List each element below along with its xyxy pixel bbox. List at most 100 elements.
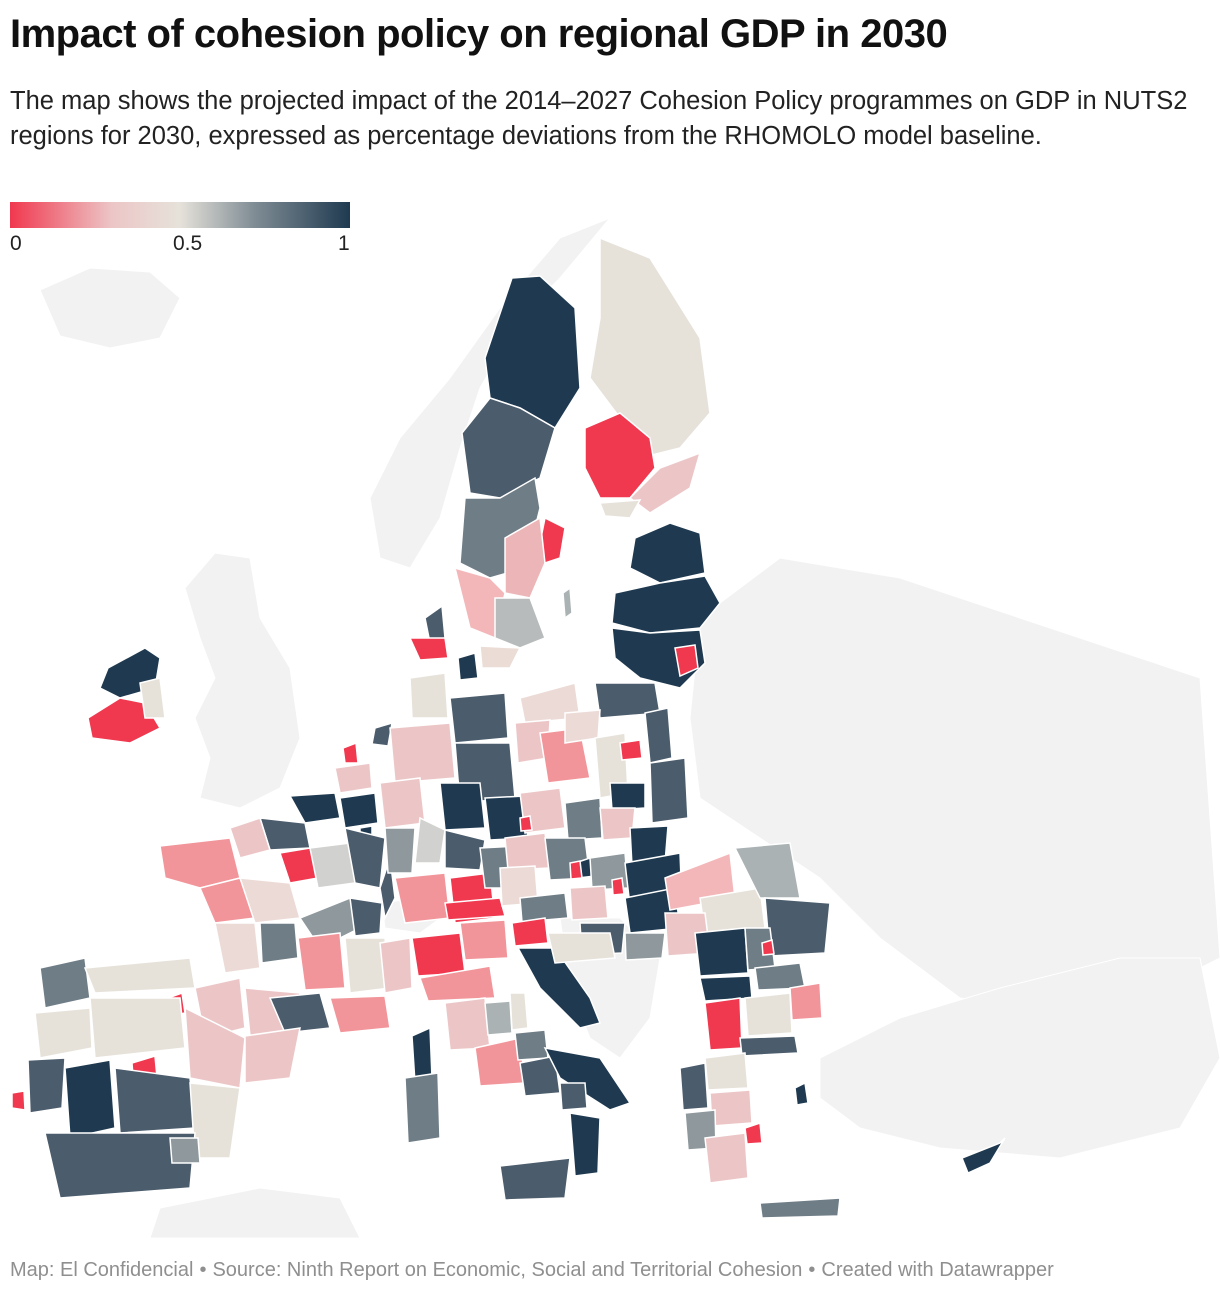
color-legend: 0 0.5 1 <box>10 202 350 260</box>
region-extremadura <box>64 1059 116 1139</box>
region-slovenia <box>511 917 549 947</box>
region-gotland <box>562 586 573 620</box>
region-lubelskie <box>649 757 689 824</box>
region-franche-comte <box>349 897 383 937</box>
region-southern <box>87 697 162 744</box>
region-asturias-cantabria <box>83 957 196 994</box>
footer-separator: • <box>199 1259 207 1281</box>
region-ostra-mellansverige <box>504 516 546 599</box>
region-norte-portugal <box>34 1007 93 1059</box>
region-sud-est <box>764 897 831 957</box>
eu-regions[interactable] <box>11 236 1006 1219</box>
region-sachsen-anhalt <box>439 782 486 831</box>
region-voreio-aigaio <box>794 1081 809 1106</box>
region-pohjois-ja-ita-suomi <box>589 236 711 459</box>
region-yuzhen-tsentralen <box>744 992 793 1037</box>
region-wallonia <box>339 792 379 829</box>
region-lisboa <box>11 1090 26 1111</box>
region-slaskie <box>564 797 603 841</box>
region-auvergne <box>297 932 346 991</box>
region-hovedstaden <box>457 652 479 681</box>
region-schleswig-holstein <box>409 672 449 719</box>
region-tirol <box>444 897 506 921</box>
region-severovychod <box>504 832 551 871</box>
region-budapest <box>611 877 625 896</box>
region-poitou-charentes <box>214 922 261 974</box>
datawrapper-credit[interactable]: Created with Datawrapper <box>821 1259 1054 1281</box>
region-cyprus <box>961 1137 1006 1175</box>
region-vilnius <box>674 644 699 678</box>
region-thessalia <box>709 1089 753 1127</box>
region-etela-suomi <box>628 451 702 514</box>
region-puglia <box>543 1046 632 1111</box>
europe-choropleth-map[interactable] <box>0 198 1220 1238</box>
region-helsinki-uusimaa <box>598 499 642 519</box>
region-kriti <box>759 1197 841 1219</box>
region-castilla-la-mancha <box>114 1067 196 1134</box>
region-zuid-holland <box>342 741 359 764</box>
region-lansi-suomi <box>584 412 656 499</box>
region-marche <box>509 992 529 1031</box>
footer-separator: • <box>808 1259 816 1281</box>
region-basilicata <box>559 1082 588 1111</box>
region-steiermark <box>519 892 569 923</box>
region-del-alfold <box>624 932 666 961</box>
region-paca <box>329 995 391 1034</box>
region-bucuresti <box>761 939 775 956</box>
region-warszawski <box>619 739 643 761</box>
region-yugozapaden <box>704 997 743 1051</box>
region-noord-brabant <box>334 762 373 794</box>
region-centro-portugal <box>27 1057 66 1114</box>
region-umbria <box>484 1000 513 1036</box>
region-sydsverige <box>479 645 522 669</box>
source-credit: Source: Ninth Report on Economic, Social… <box>212 1259 803 1281</box>
region-toscana <box>444 997 491 1051</box>
region-emilia-romagna <box>419 965 496 1002</box>
region-mellersta-norrland <box>461 397 556 499</box>
region-nordrhein-westfalen <box>379 777 426 829</box>
region-attiki <box>744 1121 763 1145</box>
region-latvia <box>611 575 721 634</box>
region-groningen <box>371 721 393 747</box>
region-thueringen <box>444 829 486 871</box>
region-sud-vest-oltenia <box>694 927 749 977</box>
chart-title: Impact of cohesion policy on regional GD… <box>10 12 948 56</box>
region-ipeiros <box>679 1062 709 1111</box>
region-languedoc <box>268 992 331 1034</box>
region-calabria <box>569 1112 601 1177</box>
region-cataluna <box>244 1027 301 1084</box>
great-britain <box>184 552 301 809</box>
region-nord-pas-de-calais <box>288 792 341 824</box>
map-credit: Map: El Confidencial <box>10 1259 194 1281</box>
region-castilla-leon <box>89 997 186 1059</box>
region-veneto <box>459 919 509 961</box>
region-baden-wuerttemberg <box>394 872 451 924</box>
region-wien <box>569 860 583 880</box>
region-kentriki-makedonia <box>704 1052 749 1091</box>
region-hessen <box>414 816 446 864</box>
region-andalucia <box>44 1132 196 1199</box>
region-rheinland-pfalz <box>384 827 416 874</box>
region-midtjylland <box>408 637 449 661</box>
region-severen-tsentralen <box>754 962 806 991</box>
region-sicilia <box>499 1157 571 1201</box>
region-anatoliki-makedonia <box>739 1035 799 1057</box>
region-lodzkie <box>609 782 646 811</box>
region-estonia <box>629 522 706 584</box>
north-africa <box>149 1187 361 1238</box>
region-croatia-continental <box>547 932 616 964</box>
region-eastern-midland <box>139 677 166 719</box>
legend-min-label: 0 <box>10 232 22 255</box>
iceland <box>39 267 181 349</box>
chart-subtitle: The map shows the projected impact of th… <box>10 87 1188 150</box>
region-peloponnisos <box>704 1132 749 1184</box>
region-piemonte <box>379 937 413 994</box>
turkey <box>819 957 1220 1159</box>
region-normandie <box>229 817 271 859</box>
region-lombardia <box>411 932 466 977</box>
region-yugoiztochen <box>789 982 823 1021</box>
region-mecklenburg <box>449 692 509 744</box>
region-praha <box>519 815 533 832</box>
region-nyugat-dunantul <box>569 885 609 921</box>
legend-max-label: 1 <box>338 232 350 255</box>
